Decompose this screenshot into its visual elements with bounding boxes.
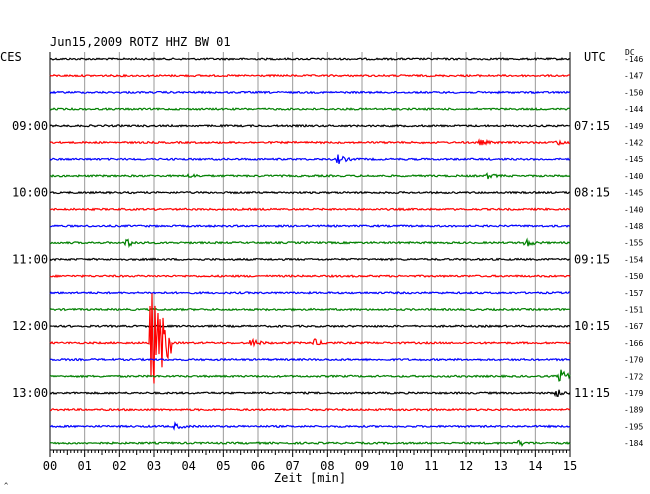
left-time-label-13:00: 13:00 — [12, 386, 48, 400]
x-axis-label: Zeit [min] — [274, 471, 346, 485]
x-tick-label-03: 03 — [147, 459, 161, 473]
trace-row-4 — [49, 123, 571, 128]
x-tick-label-06: 06 — [251, 459, 265, 473]
dc-offset-label-row-18: -170 — [624, 356, 643, 365]
x-tick-label-14: 14 — [528, 459, 542, 473]
trace-row-19 — [50, 369, 571, 382]
dc-offset-label-row-0: -146 — [624, 55, 643, 64]
x-axis: 00 01 02 03 04 05 06 07 08 09 10 11 12 13 14 15 — [43, 449, 577, 473]
x-tick-label-02: 02 — [112, 459, 126, 473]
right-time-label-08:15: 08:15 — [574, 186, 610, 200]
dc-offset-label-row-10: -148 — [624, 222, 643, 231]
trace-row-10 — [50, 224, 571, 229]
trace-row-12 — [49, 257, 571, 262]
trace-row-1 — [49, 73, 570, 78]
dc-offset-label-row-21: -189 — [624, 406, 643, 415]
x-tick-label-01: 01 — [77, 459, 91, 473]
dc-offset-label-row-6: -145 — [624, 155, 643, 164]
dc-offset-label-row-17: -166 — [624, 339, 643, 348]
corner-mark: ^ — [4, 482, 8, 490]
dc-offset-label-row-11: -155 — [624, 239, 643, 248]
x-tick-label-07: 07 — [285, 459, 299, 473]
left-time-labels: 09:00 10:00 11:00 12:00 13:00 — [12, 119, 48, 400]
dc-offset-label-row-23: -184 — [624, 439, 643, 448]
trace-row-21 — [49, 407, 571, 412]
x-tick-label-05: 05 — [216, 459, 230, 473]
dc-offset-header: DC — [625, 48, 635, 57]
left-time-label-12:00: 12:00 — [12, 319, 48, 333]
trace-row-3 — [49, 107, 571, 112]
trace-row-18 — [49, 357, 571, 362]
dc-offset-label-row-14: -157 — [624, 289, 643, 298]
trace-row-6 — [49, 154, 571, 165]
trace-row-15 — [49, 307, 571, 312]
right-time-label-11:15: 11:15 — [574, 386, 610, 400]
trace-row-7 — [49, 172, 571, 180]
dc-offset-label-row-19: -172 — [624, 372, 643, 381]
dc-offset-label-row-4: -149 — [624, 122, 643, 131]
dc-offset-label-row-5: -142 — [624, 139, 643, 148]
left-timezone-label: CES — [0, 50, 22, 64]
trace-row-9 — [49, 207, 571, 212]
trace-row-20 — [49, 389, 571, 398]
right-time-label-10:15: 10:15 — [574, 319, 610, 333]
dc-offset-label-row-3: -144 — [624, 105, 643, 114]
dc-offset-label-row-9: -140 — [624, 205, 643, 214]
right-time-label-07:15: 07:15 — [574, 119, 610, 133]
dc-offset-label-row-22: -195 — [624, 422, 643, 431]
right-timezone-label: UTC — [584, 50, 606, 64]
dc-offset-label-row-16: -167 — [624, 322, 643, 331]
x-tick-label-00: 00 — [43, 459, 57, 473]
x-tick-label-15: 15 — [563, 459, 577, 473]
right-time-label-09:15: 09:15 — [574, 252, 610, 266]
dc-offset-label-row-13: -150 — [624, 272, 643, 281]
left-time-label-09:00: 09:00 — [12, 119, 48, 133]
grid-lines — [49, 52, 571, 450]
trace-rows — [49, 57, 571, 447]
trace-row-14 — [49, 290, 571, 295]
trace-row-5 — [49, 138, 570, 146]
x-tick-label-10: 10 — [389, 459, 403, 473]
trace-row-23 — [49, 439, 571, 447]
dc-offset-label-row-1: -147 — [624, 72, 643, 81]
trace-row-8 — [49, 190, 571, 195]
x-tick-label-04: 04 — [181, 459, 195, 473]
x-tick-label-11: 11 — [424, 459, 438, 473]
x-tick-label-12: 12 — [459, 459, 473, 473]
trace-row-13 — [49, 274, 571, 279]
chart-title: Jun15,2009 ROTZ HHZ BW 01 — [50, 35, 231, 49]
x-tick-label-08: 08 — [320, 459, 334, 473]
trace-row-22 — [50, 421, 571, 431]
trace-row-2 — [49, 90, 571, 95]
dc-offset-labels: -146 -147 -150 -144 -149 -142 -145 -140 -145 -140… — [624, 55, 643, 448]
dc-offset-label-row-8: -145 — [624, 189, 643, 198]
dc-offset-label-row-12: -154 — [624, 255, 643, 264]
dc-offset-label-row-15: -151 — [624, 306, 643, 315]
x-tick-label-09: 09 — [355, 459, 369, 473]
dc-offset-label-row-20: -179 — [624, 389, 643, 398]
x-tick-label-13: 13 — [493, 459, 507, 473]
left-time-label-10:00: 10:00 — [12, 186, 48, 200]
dc-offset-label-row-2: -150 — [624, 88, 643, 97]
left-time-label-11:00: 11:00 — [12, 252, 48, 266]
trace-row-16 — [49, 324, 571, 329]
right-time-labels: 07:15 08:15 09:15 10:15 11:15 — [574, 119, 610, 400]
trace-row-17 — [49, 293, 571, 384]
trace-row-0 — [49, 57, 571, 61]
dc-offset-label-row-7: -140 — [624, 172, 643, 181]
trace-row-11 — [49, 237, 571, 249]
